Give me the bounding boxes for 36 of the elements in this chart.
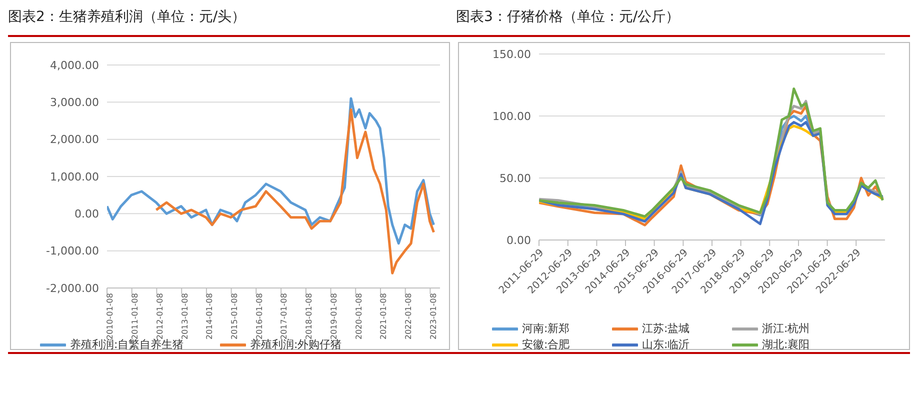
chart-title: 图表2：生猪养殖利润（单位：元/头）: [8, 8, 246, 27]
legend-label: 安徽:合肥: [522, 338, 570, 352]
y-tick-label: 0.00: [506, 234, 531, 247]
y-tick-label: 0.00: [74, 208, 99, 221]
legend-label: 河南:新郑: [522, 322, 570, 336]
legend-label: 养殖利润:外购仔猪: [250, 338, 342, 352]
chart-title: 图表3：仔猪价格（单位：元/公斤）: [456, 8, 680, 27]
x-tick-label: 2019-01-08: [329, 293, 338, 340]
x-tick-label: 2016-01-08: [254, 293, 264, 340]
y-tick-label: 4,000.00: [50, 58, 99, 72]
x-tick-label: 2011-01-08: [130, 293, 140, 340]
x-tick-label: 2023-01-08: [428, 293, 438, 340]
x-tick-label: 2018-01-08: [304, 293, 314, 340]
x-tick-label: 2013-01-08: [180, 293, 190, 340]
x-tick-label: 2020-01-08: [354, 293, 364, 340]
x-tick-label: 2015-01-08: [230, 293, 239, 340]
y-tick-label: -1,000.00: [46, 244, 99, 258]
line-series: [154, 108, 435, 274]
x-tick-label: 2021-01-08: [379, 293, 388, 340]
x-tick-label: 2012-01-08: [155, 293, 164, 340]
x-tick-label: 2017-01-08: [280, 293, 289, 340]
y-tick-label: 2,000.00: [50, 133, 99, 146]
x-tick-label: 2010-01-08: [106, 293, 115, 340]
x-tick-label: 2022-01-08: [404, 293, 414, 340]
y-tick-label: 3,000.00: [50, 96, 99, 110]
legend-label: 湖北:襄阳: [762, 338, 810, 352]
y-tick-label: 50.00: [500, 172, 531, 185]
legend-label: 浙江:杭州: [762, 322, 810, 336]
x-tick-label: 2014-01-08: [205, 293, 214, 340]
y-tick-label: 100.00: [492, 110, 531, 123]
y-tick-label: 150.00: [492, 48, 531, 61]
legend-label: 山东:临沂: [642, 338, 690, 352]
y-tick-label: -2,000.00: [46, 282, 99, 295]
legend-label: 养殖利润:自繁自养生猪: [70, 338, 184, 352]
legend-label: 江苏:盐城: [642, 322, 690, 336]
y-tick-label: 1,000.00: [50, 170, 99, 184]
